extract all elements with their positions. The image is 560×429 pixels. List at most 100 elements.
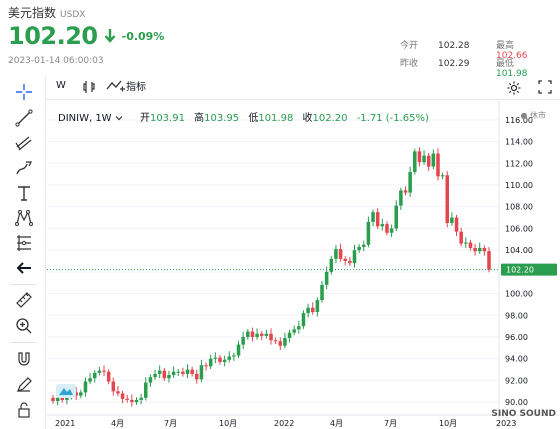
indicators-label: 指标 [126,82,146,93]
magnet-icon[interactable] [14,350,34,370]
candle-body [246,331,250,337]
candle-body [92,372,97,379]
candle-body [445,175,450,223]
candle-body [366,221,371,245]
legend-symbol[interactable]: DINIW, 1W [58,113,112,124]
candle-body [199,365,204,380]
candle-body [278,341,283,346]
zoom-in-icon[interactable] [14,316,34,336]
candle-body [218,357,222,362]
instrument-symbol: USDX [60,10,86,20]
ruler-icon[interactable] [14,290,34,310]
candle-body [232,355,236,357]
pattern-icon[interactable] [14,208,34,228]
text-tool-icon[interactable] [14,183,34,203]
back-arrow-icon[interactable] [14,258,34,278]
candle-body [88,378,92,382]
y-tick-label: 114.00 [505,138,533,147]
x-tick-label: 4月 [330,419,343,428]
candles-icon[interactable] [82,80,96,94]
settings-gear-icon[interactable] [506,80,522,96]
x-tick-label: 10月 [439,419,457,428]
candle-body [380,224,385,227]
legend-close-label: 收 [302,113,313,124]
candle-body [157,370,162,374]
candle-body [222,359,227,362]
candle-body [450,217,454,223]
candle-body [241,337,245,345]
y-tick-label: 110.00 [505,181,533,190]
candle-body [65,396,69,400]
stat-label: 最高 [496,41,515,51]
candle-body [259,333,264,336]
draw-mode-icon[interactable] [14,375,34,395]
candle-body [213,357,218,359]
candle-body [60,397,65,400]
candle-body [185,369,190,374]
price-chart[interactable]: 116.00 114.00 112.00 110.00 108.00 106.00 104.… [47,101,560,429]
ohlc-legend: DINIW, 1W 开103.91 高103.95 低101.98 收102.2… [58,109,429,124]
candle-body [55,397,60,402]
candle-body [389,228,394,233]
candle-body [283,338,287,346]
candle-body [324,271,329,285]
candle-body [181,371,185,374]
y-tick-label: 96.00 [505,333,528,342]
candle-body [329,258,334,272]
candle-body [440,175,445,177]
legend-close: 102.20 [312,113,348,124]
y-tick-label: 112.00 [505,159,533,168]
candle-body [477,247,482,252]
logo-icon [56,384,76,398]
brush-icon[interactable] [14,158,34,178]
candle-body [51,397,55,402]
down-arrow-icon [104,29,116,43]
instrument-title: 美元指数 USDX [8,4,85,21]
stat-value: 102.66 [496,51,528,61]
legend-low: 101.98 [258,113,294,124]
candle-body [426,155,431,167]
chevron-down-icon[interactable] [115,114,123,122]
candle-body [236,344,241,356]
candle-body [273,340,278,342]
x-tick-label: 2022 [274,419,294,428]
stat-label: 今开 [400,41,419,51]
stat-label: 昨收 [400,59,419,69]
candle-body [408,171,412,193]
indicators-button[interactable]: 指标 [106,78,146,93]
candle-body [167,375,171,379]
toolbar-divider [10,284,36,285]
indicators-icon [106,80,125,91]
y-tick-label: 98.00 [505,311,528,320]
y-tick-label: 104.00 [505,246,533,255]
candle-body [422,155,426,163]
trend-line-icon[interactable] [14,108,34,128]
interval-button[interactable]: W [56,80,66,91]
crosshair-icon[interactable] [14,82,34,102]
candle-body [269,333,273,341]
prediction-icon[interactable] [14,233,34,253]
candle-body [144,382,148,398]
candle-body [195,373,199,380]
fullscreen-icon[interactable] [538,80,552,94]
candle-body [227,356,232,360]
legend-high: 103.95 [204,113,240,124]
pitchfork-icon[interactable] [14,133,34,153]
candle-body [334,249,338,259]
instrument-name: 美元指数 [8,6,57,20]
y-tick-label: 108.00 [505,203,533,212]
candle-body [250,331,255,337]
y-tick-label: 94.00 [505,355,528,364]
candle-body [403,190,408,193]
candle-body [310,307,315,313]
candle-body [352,250,357,264]
candle-body [102,370,106,372]
x-tick-label: 4月 [111,419,124,428]
legend-open: 103.91 [149,113,185,124]
candle-body [459,231,463,244]
lock-icon[interactable] [14,400,34,420]
candle-body [162,370,167,379]
x-tick-label: 7月 [384,419,397,428]
candle-body [190,369,194,374]
candle-body [97,370,102,373]
